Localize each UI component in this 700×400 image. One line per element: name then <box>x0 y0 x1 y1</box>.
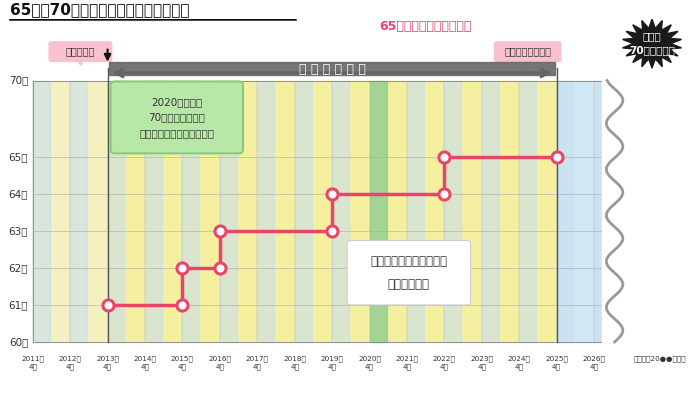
Text: 2015年
4月: 2015年 4月 <box>171 356 194 370</box>
Bar <box>145 80 162 342</box>
Bar <box>70 80 87 342</box>
FancyBboxPatch shape <box>347 240 470 305</box>
FancyBboxPatch shape <box>48 41 113 62</box>
Text: 2020年中に、
70歳定年に向けた
第一段階の法案提出見込み: 2020年中に、 70歳定年に向けた 第一段階の法案提出見込み <box>139 97 214 138</box>
Text: 2018年
4月: 2018年 4月 <box>284 356 306 370</box>
Bar <box>370 80 388 342</box>
FancyBboxPatch shape <box>494 41 561 62</box>
Polygon shape <box>77 60 85 65</box>
Text: 60歳: 60歳 <box>9 337 28 347</box>
Text: 2025年
4月: 2025年 4月 <box>545 356 568 370</box>
Bar <box>519 80 536 342</box>
Text: 2012年
4月: 2012年 4月 <box>59 356 82 370</box>
Bar <box>332 80 349 342</box>
Text: 2024年
4月: 2024年 4月 <box>508 356 531 370</box>
Text: 65歳までの雇用確保義務: 65歳までの雇用確保義務 <box>379 20 472 33</box>
Text: 2017年
4月: 2017年 4月 <box>246 356 269 370</box>
Text: 経過措置期間終了: 経過措置期間終了 <box>504 47 551 57</box>
Bar <box>33 80 108 342</box>
Text: 希望者全員を対象とする
継続雇用制度: 希望者全員を対象とする 継続雇用制度 <box>370 255 447 291</box>
Bar <box>109 62 554 75</box>
Text: 63歳: 63歳 <box>8 226 28 236</box>
Text: 2022年
4月: 2022年 4月 <box>433 356 456 370</box>
Text: 経 過 措 置 期 間: 経 過 措 置 期 間 <box>299 63 365 76</box>
Bar <box>183 80 200 342</box>
Polygon shape <box>524 60 531 65</box>
Text: 2016年
4月: 2016年 4月 <box>209 356 231 370</box>
Bar <box>482 80 498 342</box>
Bar <box>108 80 556 342</box>
Bar <box>407 80 424 342</box>
Text: 改正法施行: 改正法施行 <box>66 47 95 57</box>
Bar <box>370 80 386 342</box>
Text: 61歳: 61歳 <box>8 300 28 310</box>
Text: 2026年
4月: 2026年 4月 <box>582 356 606 370</box>
Text: 2020年
4月: 2020年 4月 <box>358 356 381 370</box>
Text: 65歳・70歳までの定年延長のイメージ: 65歳・70歳までの定年延長のイメージ <box>10 2 190 18</box>
Bar <box>257 80 274 342</box>
Text: 62歳: 62歳 <box>8 263 28 273</box>
Text: ・・・・20●●・・・: ・・・・20●●・・・ <box>634 356 686 362</box>
Text: いずれ
70歳定年！？: いずれ 70歳定年！？ <box>629 32 675 56</box>
Bar <box>601 80 629 342</box>
Bar <box>556 80 624 342</box>
Text: 2014年
4月: 2014年 4月 <box>134 356 156 370</box>
Bar <box>295 80 312 342</box>
Bar <box>108 80 125 342</box>
Bar <box>33 80 624 342</box>
Text: 64歳: 64歳 <box>8 189 28 199</box>
Bar <box>33 80 50 342</box>
Polygon shape <box>622 19 682 68</box>
Text: 2011年
4月: 2011年 4月 <box>21 356 44 370</box>
Text: 70歳: 70歳 <box>9 76 28 86</box>
Text: 65歳: 65歳 <box>8 152 28 162</box>
Bar <box>556 80 573 342</box>
Text: 2013年
4月: 2013年 4月 <box>96 356 119 370</box>
FancyBboxPatch shape <box>111 82 243 153</box>
Text: 2021年
4月: 2021年 4月 <box>395 356 419 370</box>
Bar <box>444 80 461 342</box>
Bar <box>220 80 237 342</box>
Text: 2023年
4月: 2023年 4月 <box>470 356 494 370</box>
Text: 2019年
4月: 2019年 4月 <box>321 356 344 370</box>
Bar <box>594 80 611 342</box>
